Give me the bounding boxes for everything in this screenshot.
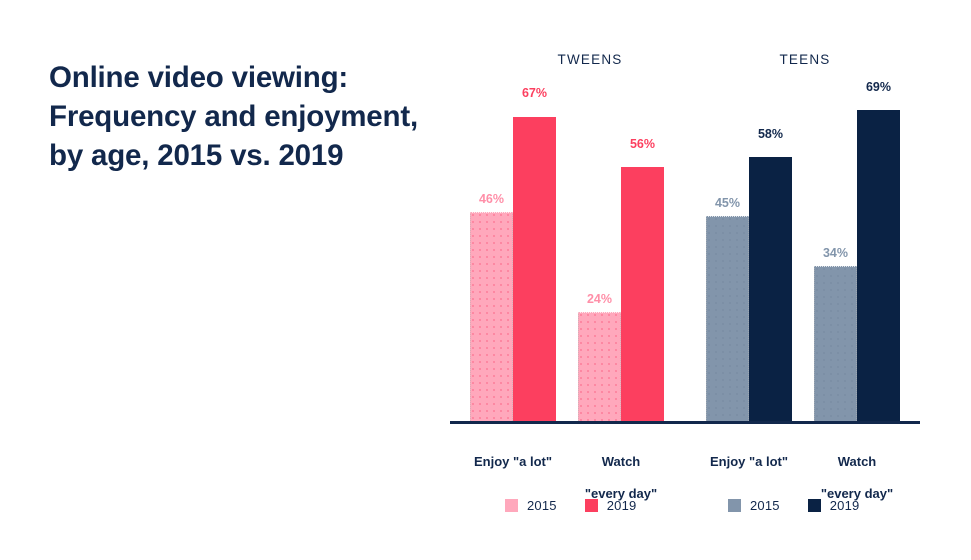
legend-label: 2019	[606, 498, 637, 513]
legend-swatch-icon	[505, 499, 518, 512]
legend-swatch-icon	[807, 499, 821, 512]
title-block: Online video viewing: Frequency and enjo…	[49, 58, 449, 175]
bar-teens-watch-2015	[814, 265, 857, 421]
legend: 2015 2019 2015 2019	[450, 498, 920, 518]
category-label-line1: Watch	[601, 454, 641, 469]
legend-swatch-icon	[584, 499, 598, 512]
category-label-line2: "every day"	[820, 486, 894, 501]
legend-group-teens: 2015 2019	[728, 498, 859, 513]
category-label-tweens-enjoy: Enjoy "a lot"	[453, 438, 573, 470]
category-label-line1: Enjoy "a lot"	[709, 454, 789, 469]
bar-tweens-enjoy-2019	[513, 116, 556, 421]
legend-label: 2015	[750, 498, 780, 513]
bar-teens-enjoy-2019	[749, 156, 792, 421]
bar-tweens-watch-2015	[578, 311, 621, 421]
page-title: Online video viewing: Frequency and enjo…	[49, 61, 418, 172]
legend-label: 2019	[829, 498, 860, 513]
bar-label-teens-enjoy-2015: 45%	[714, 196, 741, 210]
group-header-teens: TEENS	[779, 52, 831, 67]
bar-label-tweens-enjoy-2015: 46%	[478, 192, 505, 206]
category-label-line1: Enjoy "a lot"	[473, 454, 553, 469]
group-header-tweens: TWEENS	[557, 52, 623, 67]
bar-label-teens-watch-2019: 69%	[865, 80, 892, 94]
legend-swatch-icon	[728, 499, 741, 512]
plot-region: 46% 67% 24% 56% 45% 58% 34% 69% Enjoy "a…	[450, 40, 920, 501]
bar-label-tweens-watch-2019: 56%	[629, 137, 656, 151]
bar-label-teens-enjoy-2019: 58%	[757, 127, 784, 141]
legend-group-tweens: 2015 2019	[505, 498, 636, 513]
bar-label-tweens-watch-2015: 24%	[586, 292, 613, 306]
bar-label-teens-watch-2015: 34%	[822, 246, 849, 260]
category-label-line2: "every day"	[584, 486, 658, 501]
axis-baseline	[450, 421, 920, 424]
bar-tweens-enjoy-2015	[470, 211, 513, 421]
bar-tweens-watch-2019	[621, 166, 664, 421]
chart-area: TWEENS TEENS 46% 67% 24% 56% 45% 58% 34%…	[450, 40, 920, 530]
legend-item-teens-2019[interactable]: 2019	[807, 498, 860, 513]
legend-label: 2015	[527, 498, 557, 513]
legend-item-tweens-2015[interactable]: 2015	[505, 498, 557, 513]
bar-teens-enjoy-2015	[706, 215, 749, 421]
category-label-teens-watch: Watch "every day"	[797, 438, 917, 502]
category-label-tweens-watch: Watch "every day"	[561, 438, 681, 502]
bar-label-tweens-enjoy-2019: 67%	[521, 86, 548, 100]
bar-teens-watch-2019	[857, 109, 900, 421]
legend-item-teens-2015[interactable]: 2015	[728, 498, 780, 513]
category-label-line1: Watch	[837, 454, 877, 469]
legend-item-tweens-2019[interactable]: 2019	[584, 498, 637, 513]
category-label-teens-enjoy: Enjoy "a lot"	[689, 438, 809, 470]
